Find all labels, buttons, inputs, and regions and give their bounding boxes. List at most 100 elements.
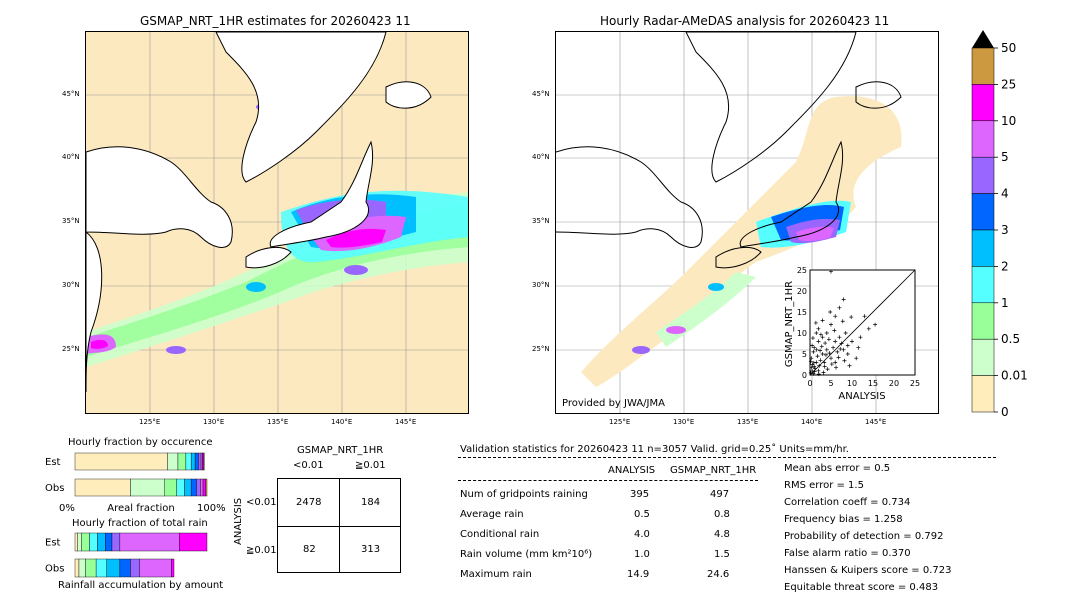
scatter-point [808, 359, 813, 364]
scatter-point [825, 367, 830, 372]
left-map-title: GSMAP_NRT_1HR estimates for 20260423 11 [140, 14, 411, 28]
occurrence-chart: Est Obs 0% 100% Areal fraction [45, 452, 226, 514]
colorbar: 50 25 10 5 4 3 2 1 0.5 0.01 0 [971, 30, 1028, 418]
scatter-point [833, 360, 838, 365]
stats-row-gsmap: 4.8 [714, 529, 730, 540]
scatter-point [833, 314, 838, 319]
colorbar-segment [971, 302, 995, 340]
scatter-point [839, 341, 844, 346]
colorbar-label: 4 [1001, 187, 1009, 201]
fraction-bar-segment [74, 478, 131, 497]
scatter-diagonal [809, 269, 916, 376]
cell-00: 2478 [296, 497, 322, 508]
fraction-bar-segment [77, 532, 82, 552]
colorbar-label: 3 [1001, 223, 1009, 237]
table-title: GSMAP_NRT_1HR [297, 445, 384, 456]
scatter-point [810, 368, 815, 373]
fraction-bar-segment [89, 532, 98, 552]
fraction-bar-segment [119, 558, 131, 578]
colorbar-label: 0.01 [1001, 369, 1028, 383]
scatter-point [829, 322, 833, 327]
scatter-point [834, 365, 839, 370]
scatter-ylabel: GSMAP_NRT_1HR [784, 281, 795, 367]
fraction-bar-segment [85, 558, 97, 578]
scatter-point [866, 326, 871, 331]
scatter-point [835, 349, 840, 354]
scatter-point [817, 363, 822, 368]
left-lon-140: 140°E [331, 418, 353, 426]
fraction-category-label: Obs [45, 564, 64, 575]
scatter-xtick-label: 10 [847, 379, 857, 388]
stats-header: Validation statistics for 20260423 11 n=… [460, 444, 849, 455]
left-lon-125: 125°E [139, 418, 161, 426]
scatter-point [828, 310, 833, 314]
fraction-tick-0: 0% [59, 503, 75, 514]
scatter-point [820, 352, 825, 356]
left-map [85, 31, 469, 414]
left-lat-45: 45°N [62, 90, 80, 98]
scatter-point [814, 360, 819, 365]
stats-row-label: Num of gridpoints raining [460, 489, 588, 500]
colorbar-segment [971, 266, 995, 304]
scatter-point [818, 358, 823, 363]
scatter-point [818, 332, 823, 337]
fraction-bar-segment [78, 558, 86, 578]
fraction-bar-segment [198, 452, 202, 471]
score-freq-bias: Frequency bias = 1.258 [784, 514, 903, 525]
colorbar-segment [971, 84, 995, 122]
scatter-point [810, 343, 815, 348]
fraction-bar-segment [176, 478, 185, 497]
cell-11: 313 [361, 544, 381, 555]
scatter-ytick-label: 25 [797, 266, 807, 275]
fraction-bar-segment [203, 452, 205, 471]
scatter-points [808, 269, 878, 377]
scatter-ytick-label: 15 [797, 308, 807, 317]
colorbar-segment [971, 193, 995, 231]
scatter-point [814, 347, 819, 352]
scatter-point [847, 363, 852, 368]
scatter-point [816, 372, 821, 377]
score-ets: Equitable threat score = 0.483 [784, 582, 939, 593]
scatter-point [813, 320, 818, 325]
score-hk: Hanssen & Kuipers score = 0.723 [784, 565, 952, 576]
scatter-point [815, 354, 820, 359]
scatter-point [837, 335, 842, 340]
scatter-point [810, 336, 815, 341]
contingency-table: 2478 184 82 313 [277, 478, 401, 573]
score-corr: Correlation coeff = 0.734 [784, 497, 911, 508]
fraction-bar-segment [196, 478, 201, 497]
stats-row-label: Average rain [460, 509, 524, 520]
scatter-point [816, 326, 821, 331]
fraction-bar-segment [74, 532, 78, 552]
stats-row-analysis: 4.0 [634, 529, 650, 540]
fraction-tick-100: 100% [197, 503, 226, 514]
fraction-category-label: Est [45, 457, 61, 468]
stats-row-label: Rain volume (mm km²10⁶) [460, 549, 593, 560]
stats-row-gsmap: 24.6 [707, 569, 730, 580]
right-lon-135: 135°E [737, 418, 759, 426]
score-mae: Mean abs error = 0.5 [784, 463, 891, 474]
colorbar-segment [971, 120, 995, 158]
scatter-point [841, 347, 846, 352]
left-lon-145: 145°E [395, 418, 417, 426]
fraction-bar-segment [74, 558, 80, 578]
right-lon-130: 130°E [673, 418, 695, 426]
fraction-bar-segment [184, 478, 192, 497]
scatter-point [845, 352, 850, 356]
table-row-lt: <0.01 [246, 497, 277, 508]
scatter-chart: 0 5 10 15 20 25 0 5 10 15 20 25 ANALYSIS GSMAP_NRT… [784, 266, 920, 402]
colorbar-segment [971, 338, 995, 376]
scatter-point [812, 345, 817, 350]
score-rmse: RMS error = 1.5 [784, 480, 864, 491]
scatter-point [818, 348, 823, 353]
fraction-bar-segment [95, 558, 107, 578]
totalrain-xlabel: Rainfall accumulation by amount [58, 580, 224, 591]
stats-row-gsmap: 1.5 [714, 549, 730, 560]
scatter-point [841, 297, 846, 302]
colorbar-segment [971, 156, 995, 194]
stats-row-analysis: 1.0 [634, 549, 650, 560]
fraction-bar-segment [194, 452, 199, 471]
provided-by: Provided by JWA/JMA [562, 398, 665, 409]
stats-row-label: Maximum rain [460, 569, 532, 580]
scatter-xtick-label: 20 [889, 379, 899, 388]
